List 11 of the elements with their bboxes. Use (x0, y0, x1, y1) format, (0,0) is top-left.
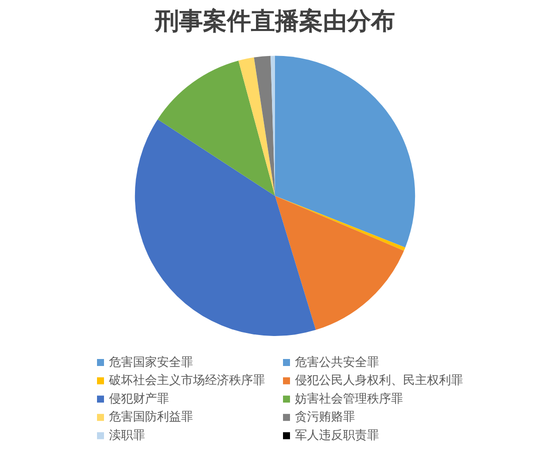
legend-label: 破坏社会主义市场经济秩序罪 (108, 373, 265, 388)
legend-label: 贪污贿赂罪 (295, 410, 355, 424)
legend-label: 危害国防利益罪 (109, 410, 193, 424)
legend-label: 侵犯财产罪 (109, 391, 169, 406)
legend-label: 军人违反职责罪 (295, 428, 379, 442)
legend-label: 渎职罪 (109, 428, 145, 442)
legend-label: 妨害社会管理秩序罪 (295, 391, 403, 406)
legend-label: 危害公共安全罪 (295, 354, 379, 369)
chart-title: 刑事案件直播案由分布 (154, 7, 395, 36)
legend-label: 侵犯公民人身权利、民主权利罪 (295, 373, 463, 388)
legend-label: 危害国家安全罪 (109, 354, 193, 369)
